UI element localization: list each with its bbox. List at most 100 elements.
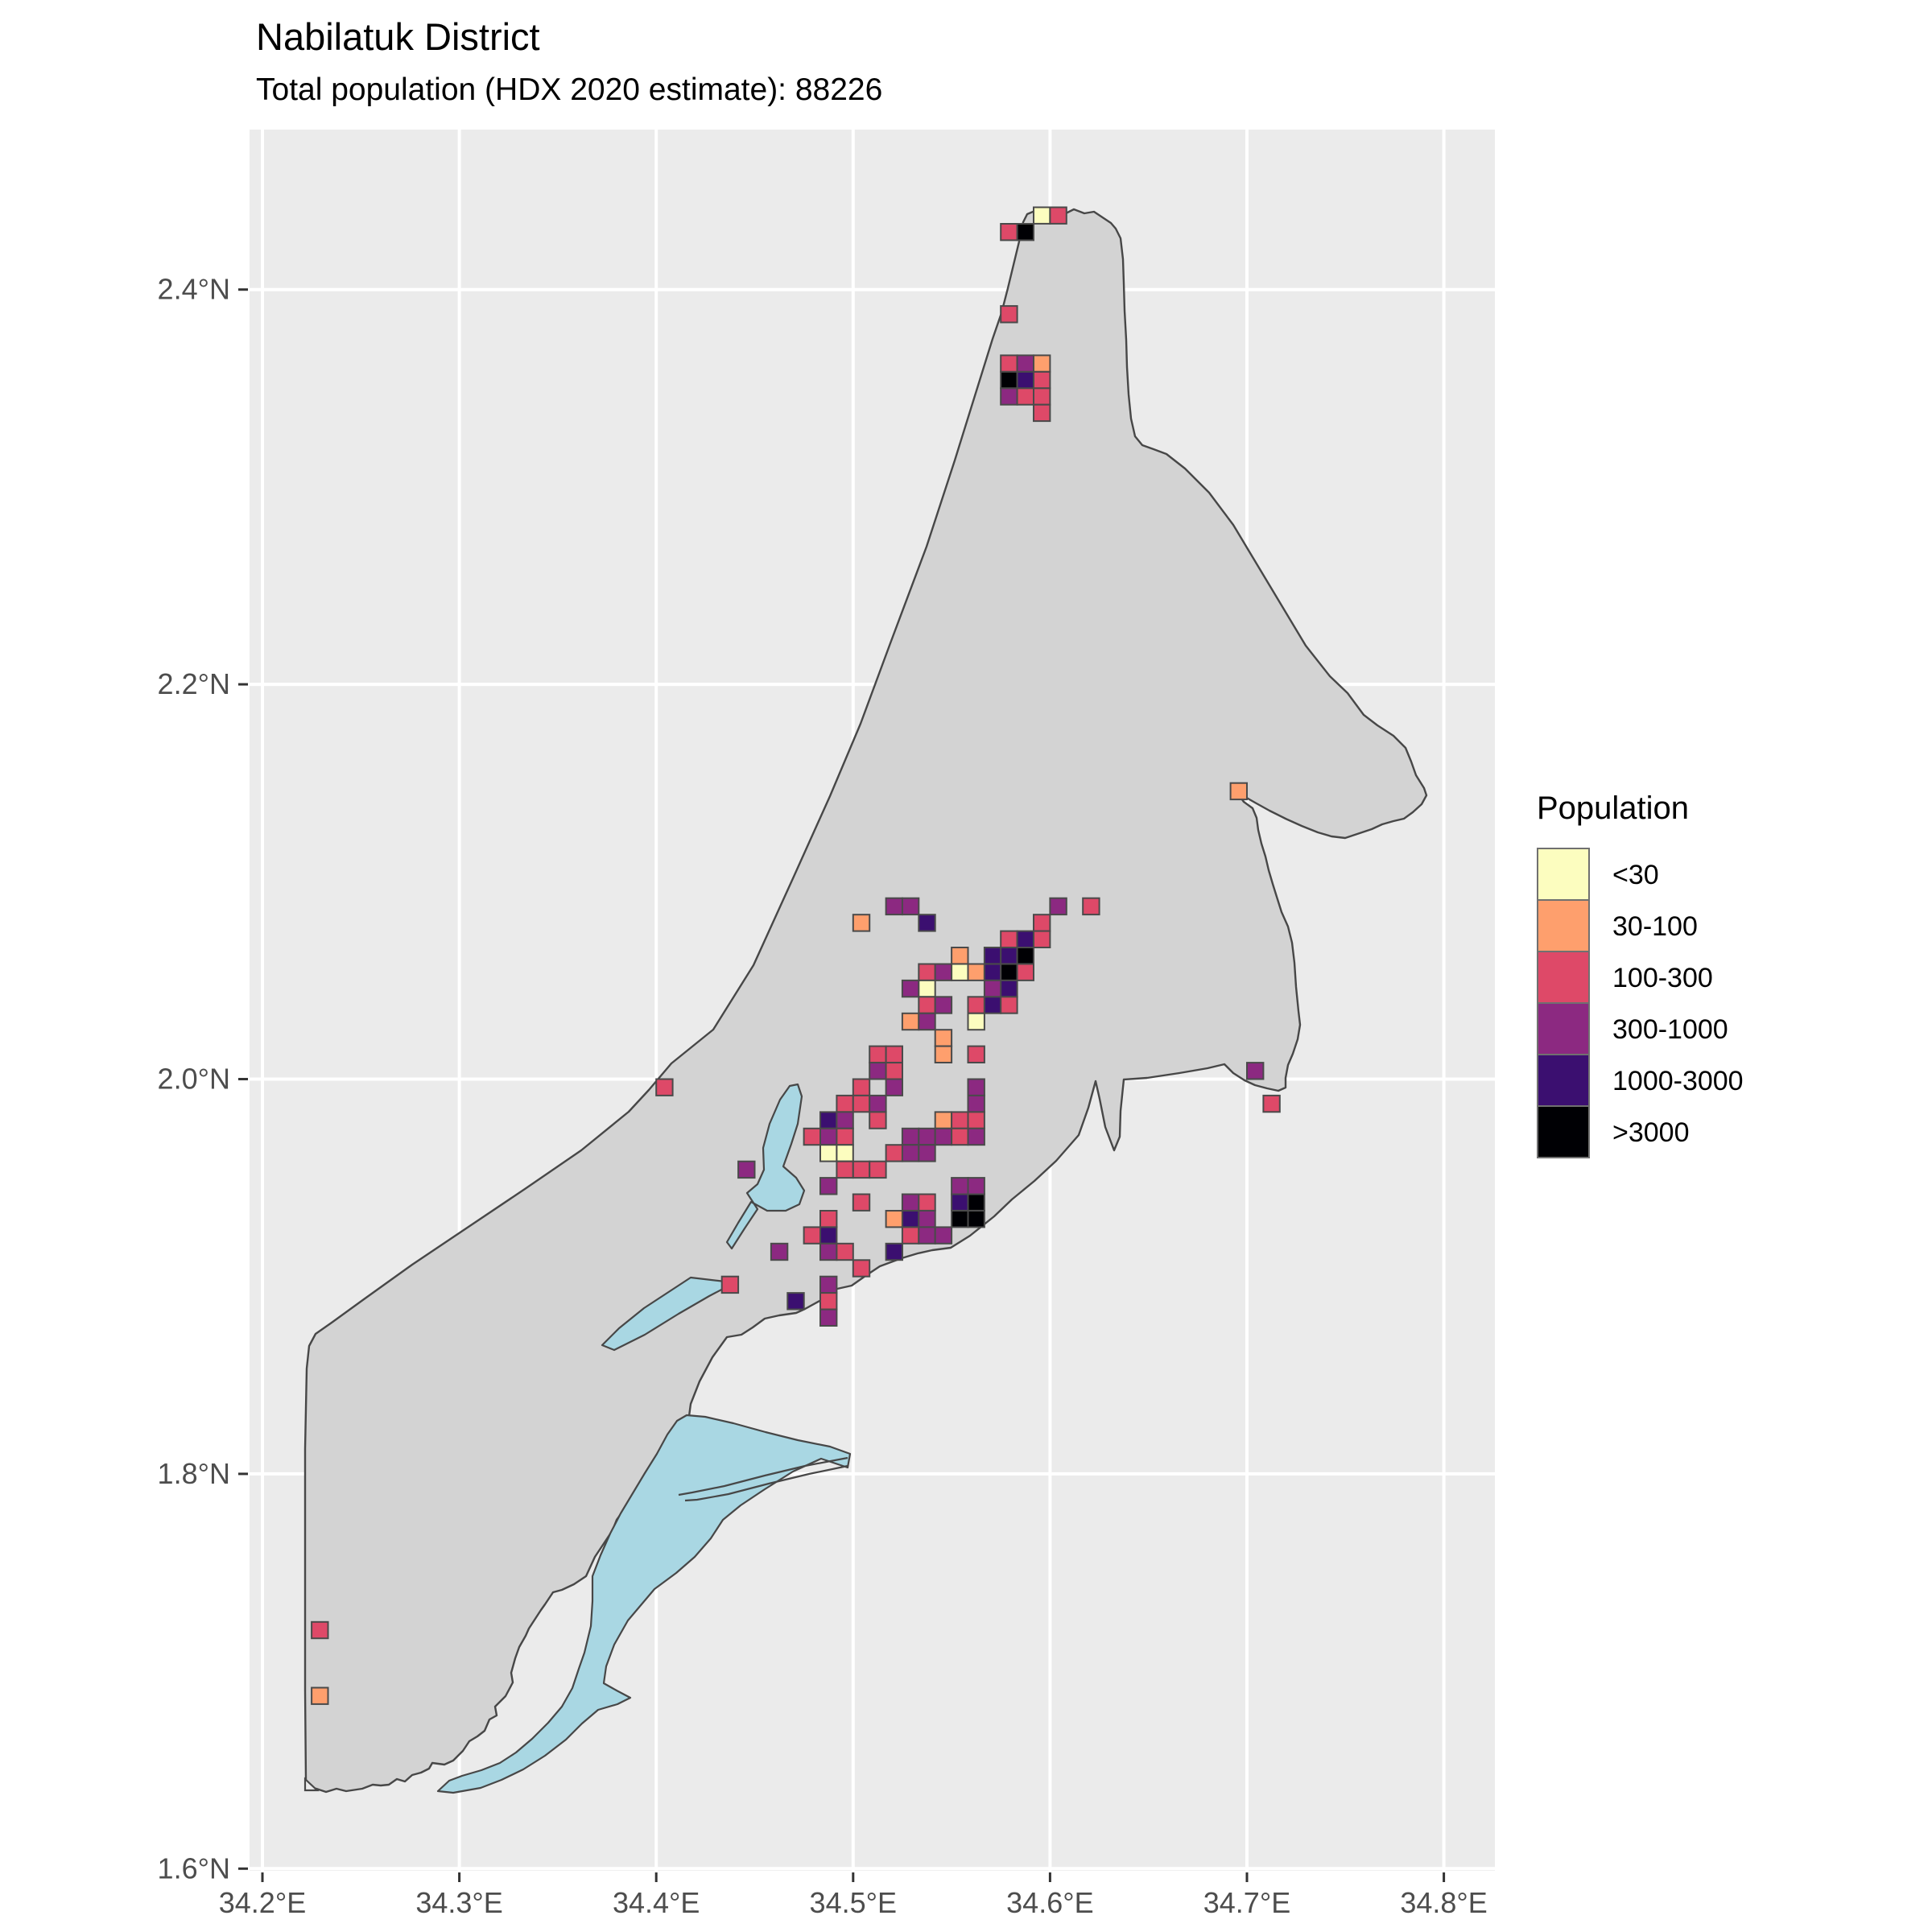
legend-entry: 1000-3000 [1537, 1054, 1744, 1107]
population-cell [885, 1144, 903, 1162]
population-cell [918, 1210, 936, 1228]
population-cell [918, 1127, 936, 1146]
population-cell [967, 1210, 985, 1228]
population-cell [869, 1160, 887, 1179]
population-cell [983, 963, 1002, 981]
population-cell [901, 897, 920, 916]
population-cell [1033, 930, 1051, 948]
population-cell [885, 1242, 903, 1261]
population-cell [1016, 963, 1034, 981]
population-cell [852, 1193, 871, 1212]
population-cell [1033, 387, 1051, 406]
population-cell [967, 1177, 985, 1195]
population-cell [967, 1012, 985, 1031]
population-cell [951, 1210, 969, 1228]
population-cell [951, 1111, 969, 1129]
population-cell [918, 1226, 936, 1245]
population-cell [819, 1226, 838, 1245]
population-cell [770, 1242, 789, 1261]
population-cell [1000, 223, 1018, 242]
river-line [678, 1456, 848, 1496]
population-cell [1033, 206, 1051, 225]
population-cell [967, 1193, 985, 1212]
population-cell [1049, 897, 1067, 916]
population-cell [819, 1111, 838, 1129]
population-cell [901, 1193, 920, 1212]
legend-swatch [1537, 899, 1590, 952]
population-cell [918, 1144, 936, 1162]
population-cell [1000, 930, 1018, 948]
population-cell [1082, 897, 1100, 916]
legend-entry-label: >3000 [1612, 1117, 1690, 1148]
population-cell [1000, 354, 1018, 373]
y-axis-label: 2.2°N [158, 667, 230, 700]
population-cell [901, 1144, 920, 1162]
population-cell [819, 1210, 838, 1228]
district-boundary [303, 208, 1428, 1794]
population-cell [1033, 403, 1051, 423]
population-cell [1000, 947, 1018, 965]
population-cell [869, 1111, 887, 1129]
population-cell [1016, 223, 1034, 242]
legend-entry-label: 30-100 [1612, 910, 1698, 942]
legend-entry: 30-100 [1537, 899, 1744, 952]
population-cell [836, 1144, 854, 1162]
legend: Population <30 30-100 100-300 300-1000 1000-… [1537, 791, 1744, 1158]
population-cell [836, 1160, 854, 1179]
population-cell [885, 1062, 903, 1080]
population-cell [934, 1111, 953, 1129]
river-line [684, 1464, 848, 1502]
population-cell [967, 996, 985, 1014]
population-cell [869, 1045, 887, 1063]
legend-entry-label: 1000-3000 [1612, 1065, 1744, 1096]
population-cell [869, 1094, 887, 1113]
x-axis-label: 34.6°E [1006, 1886, 1093, 1919]
population-cell [311, 1620, 329, 1640]
legend-entry: 100-300 [1537, 951, 1744, 1004]
population-cell [836, 1242, 854, 1261]
population-cell [1000, 370, 1018, 390]
population-cell [934, 1029, 953, 1047]
lake [725, 1083, 806, 1250]
population-cell [819, 1308, 838, 1327]
x-axis-label: 34.5°E [810, 1886, 897, 1919]
population-cell [819, 1275, 838, 1294]
population-cell [1049, 206, 1067, 225]
population-cell [819, 1242, 838, 1261]
population-cell [901, 1012, 920, 1031]
population-cell [967, 1078, 985, 1096]
legend-swatch [1537, 1002, 1590, 1055]
population-cell [852, 1078, 871, 1096]
population-cell [967, 1045, 985, 1063]
population-cell [852, 914, 871, 932]
x-axis-label: 34.2°E [219, 1886, 306, 1919]
population-cell [803, 1127, 821, 1146]
y-axis-label: 1.8°N [158, 1457, 230, 1490]
population-cell [819, 1292, 838, 1311]
legend-swatch [1537, 1054, 1590, 1107]
population-cell [918, 1012, 936, 1031]
population-cell [737, 1160, 756, 1179]
legend-entry: >3000 [1537, 1105, 1744, 1158]
x-axis-label: 34.7°E [1203, 1886, 1290, 1919]
population-cell [1000, 963, 1018, 981]
population-cell [852, 1259, 871, 1278]
population-cell [918, 979, 936, 998]
district-corner-notch [303, 1777, 320, 1792]
population-cell [1000, 387, 1018, 406]
population-cell [918, 996, 936, 1014]
legend-entries: <30 30-100 100-300 300-1000 1000-3000 >3000 [1537, 848, 1744, 1158]
population-cell [1016, 930, 1034, 948]
population-cell [951, 963, 969, 981]
population-cell [983, 947, 1002, 965]
population-cell [934, 963, 953, 981]
population-cell [1016, 370, 1034, 390]
y-axis-label: 2.0°N [158, 1063, 230, 1096]
population-cell [918, 963, 936, 981]
population-cell [1016, 387, 1034, 406]
population-cell [983, 979, 1002, 998]
population-cell [819, 1177, 838, 1195]
figure-title: Nabilatuk District [256, 15, 540, 58]
